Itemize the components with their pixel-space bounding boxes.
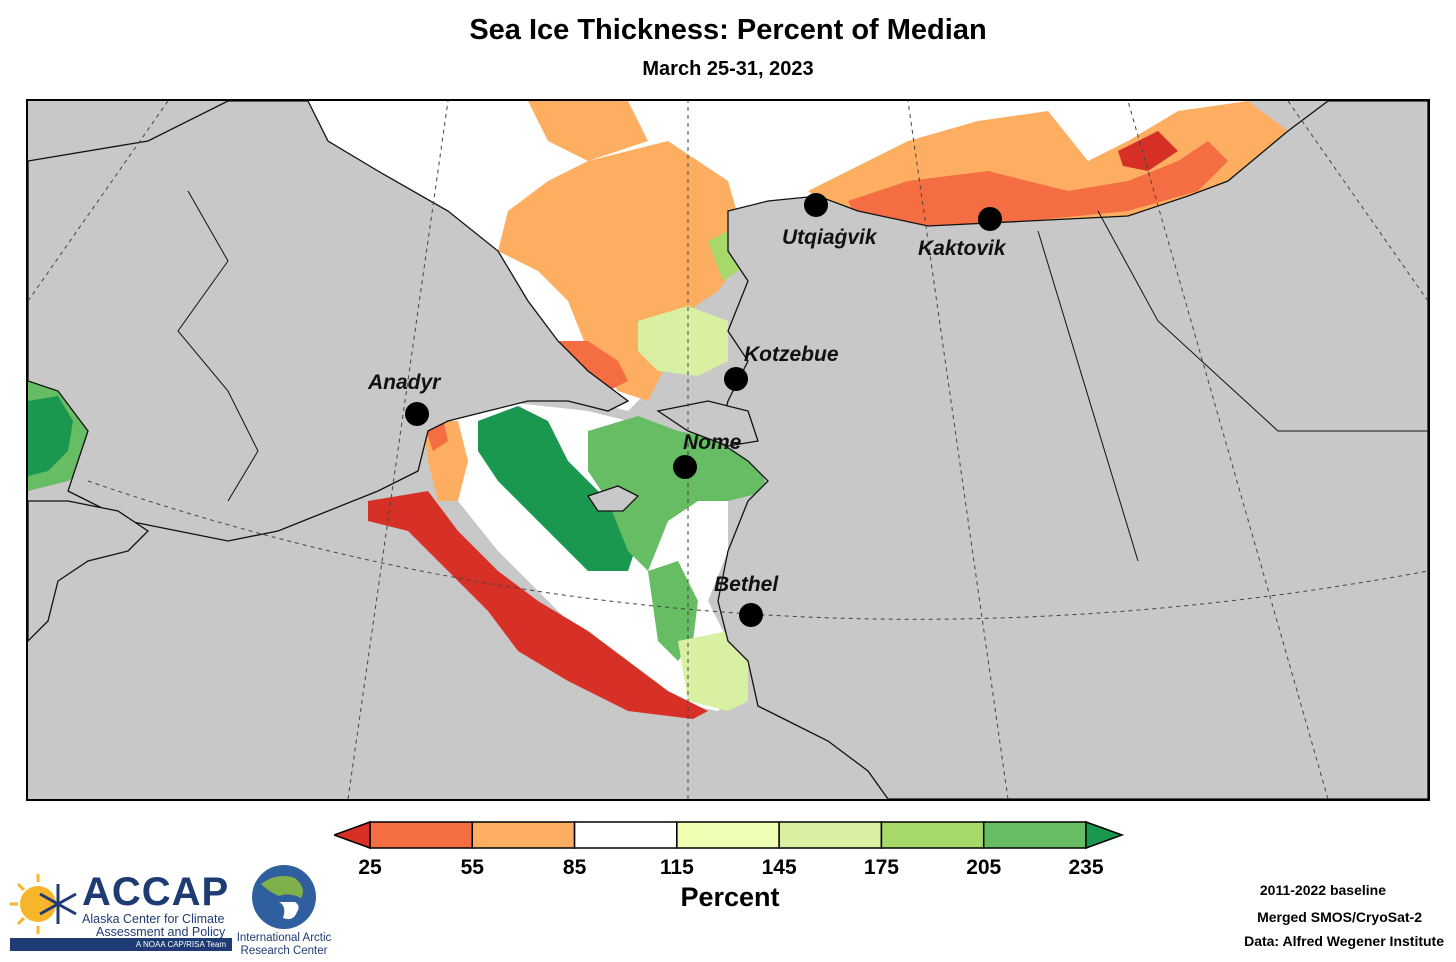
kotzebue-green (638, 306, 728, 376)
colorbar-over-arrow (1085, 820, 1125, 850)
beaufort-ice-red (848, 141, 1228, 226)
cities: Utqiaġvik Kaktovik Kotzebue Anadyr Nome … (367, 193, 1007, 627)
iarc-logo: International Arctic Research Center (228, 860, 340, 960)
colorbar-tick-label: 175 (864, 856, 899, 879)
meridian-2 (347, 101, 449, 799)
colorbar-tick-label: 205 (966, 856, 1001, 879)
okhotsk-dark-green (28, 396, 73, 476)
globe-icon (252, 865, 316, 929)
city-label-nome: Nome (683, 431, 742, 454)
sea-ice-map: Utqiaġvik Kaktovik Kotzebue Anadyr Nome … (26, 99, 1430, 801)
city-marker-anadyr (405, 402, 429, 426)
colorbar-bin-25-55 (369, 821, 474, 849)
kamchatka-land (28, 500, 150, 642)
meridian-6 (1287, 101, 1428, 302)
borders (177, 190, 1428, 562)
us-canada-border (1037, 230, 1139, 562)
colorbar-tick-label: 85 (563, 856, 587, 879)
accap-line1: Alaska Center for Climate (82, 912, 225, 926)
colorbar-tick-label: 145 (762, 856, 797, 879)
meridian-1 (28, 101, 169, 302)
colorbar-canvas: 25 55 85 115 145 175 205 235 Percent (331, 820, 1125, 912)
iarc-line2: Research Center (240, 945, 328, 957)
city-label-utqiagvik: Utqiaġvik (782, 226, 878, 249)
colorbar-tick-label: 55 (461, 856, 485, 879)
colorbar-tick-label: 25 (358, 856, 382, 879)
russia-region-border (177, 190, 259, 502)
arctic-ice-orange-2 (528, 101, 648, 161)
ice-field (28, 101, 1288, 719)
accap-logo: ACCAP Alaska Center for Climate Assessme… (10, 866, 232, 952)
city-label-kaktovik: Kaktovik (918, 237, 1007, 260)
colorbar-tick-label: 235 (1068, 856, 1103, 879)
colorbar-title: Percent (680, 882, 779, 912)
iarc-text: International Arctic Research Center (228, 932, 340, 958)
accap-wordmark: ACCAP (82, 870, 230, 914)
chukotka-land (28, 101, 630, 542)
beaufort-ice-dark-red (1118, 131, 1178, 171)
st-lawrence-island (586, 485, 640, 512)
city-marker-kaktovik (978, 207, 1002, 231)
sun-snowflake-icon (10, 874, 77, 934)
map-title: Sea Ice Thickness: Percent of Median (469, 14, 987, 46)
city-marker-kotzebue (724, 367, 748, 391)
meridian-5 (1127, 101, 1329, 799)
city-label-anadyr: Anadyr (367, 371, 442, 394)
colorbar: 25 55 85 115 145 175 205 235 Percent (331, 818, 1134, 923)
meridian-4 (907, 101, 1009, 799)
canada-provincial-border (1097, 210, 1428, 432)
accap-line2: Assessment and Policy (96, 925, 226, 939)
parallel-60n (87, 480, 1428, 620)
map-canvas: Utqiaġvik Kaktovik Kotzebue Anadyr Nome … (28, 101, 1428, 799)
colorbar-bin-85-115 (573, 821, 678, 849)
bering-dark-green (478, 406, 638, 571)
source-credit: Data: Alfred Wegener Institute (1244, 933, 1444, 949)
colorbar-bin-145-175 (778, 821, 883, 849)
colorbar-bin-115-145 (676, 821, 780, 849)
city-label-bethel: Bethel (714, 573, 779, 596)
colorbar-under-arrow (331, 820, 371, 850)
city-marker-nome (673, 455, 697, 479)
product-credit: Merged SMOS/CryoSat-2 (1257, 909, 1422, 925)
colorbar-bin-205-235 (982, 821, 1087, 849)
bering-red-edge (368, 491, 708, 719)
colorbar-bin-175-205 (880, 821, 985, 849)
colorbar-ticks: 25 55 85 115 145 175 205 235 (358, 856, 1104, 879)
arctic-ice-orange (498, 141, 748, 401)
city-marker-utqiagvik (804, 193, 828, 217)
colorbar-tick-label: 115 (660, 856, 694, 879)
city-marker-bethel (739, 603, 763, 627)
colorbar-bins (369, 821, 1087, 849)
colorbar-bin-55-85 (471, 821, 576, 849)
baseline-credit: 2011-2022 baseline (1259, 882, 1386, 898)
iarc-line1: International Arctic (236, 932, 332, 944)
accap-band: A NOAA CAP/RISA Team (10, 938, 232, 951)
ice-edge-light-green (678, 631, 748, 711)
graticule (28, 101, 1428, 799)
land (28, 101, 1428, 799)
yukon-delta-green (648, 561, 698, 661)
map-subtitle: March 25-31, 2023 (642, 58, 814, 80)
city-label-kotzebue: Kotzebue (744, 343, 839, 366)
norton-sound-green (588, 416, 768, 571)
